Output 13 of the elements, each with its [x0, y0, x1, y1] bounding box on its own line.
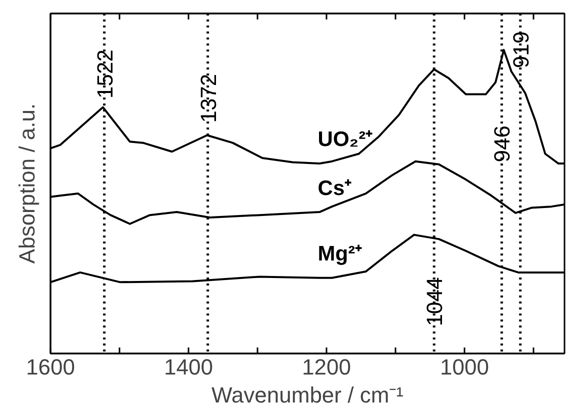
x-tick-label: 1000 [440, 354, 489, 380]
annotation: 919 [508, 31, 534, 68]
x-tick-label: 1400 [164, 354, 213, 380]
annotation: 1372 [196, 74, 221, 123]
x-axis-title: Wavenumber / cm⁻¹ [212, 382, 404, 408]
annotation: 1522 [92, 50, 118, 98]
annotation: 1044 [422, 277, 448, 326]
series-label: UO₂²⁺ [318, 128, 373, 152]
x-tick-label: 1600 [26, 354, 75, 380]
series-label: Mg²⁺ [318, 242, 362, 266]
y-axis-title: Absorption / a.u. [14, 103, 40, 264]
x-tick-label: 1200 [302, 354, 351, 380]
series-label: Cs⁺ [318, 176, 352, 200]
